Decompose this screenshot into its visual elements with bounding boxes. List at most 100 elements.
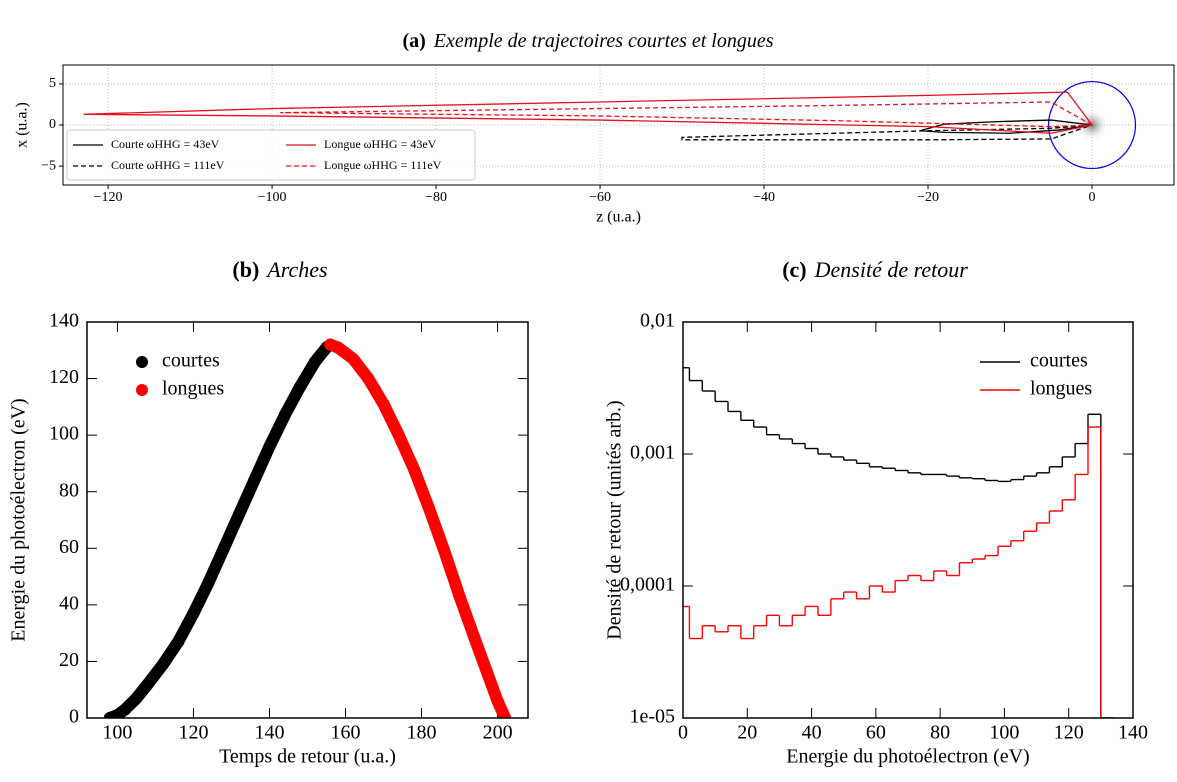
point [233, 508, 246, 521]
x-tick-label: 60 [866, 722, 886, 744]
y-tick-label: 120 [49, 366, 79, 388]
point [309, 355, 322, 368]
x-axis-label: z (u.a.) [596, 209, 641, 226]
point [392, 429, 405, 442]
y-tick-label: 1e-05 [629, 706, 675, 728]
x-axis-label: Energie du photoélectron (eV) [786, 746, 1029, 768]
point [480, 663, 493, 676]
point [377, 398, 390, 411]
x-tick-label: 120 [1054, 722, 1084, 744]
point [263, 440, 276, 453]
point [278, 409, 291, 422]
x-tick-label: 140 [254, 722, 284, 744]
x-tick-label: −80 [425, 190, 447, 205]
y-tick-label: 5 [49, 76, 56, 91]
point [157, 658, 170, 671]
y-tick-label: −5 [41, 158, 56, 173]
legend-label: Courte ωHHG = 43eV [111, 137, 220, 151]
point-band [103, 338, 337, 718]
legend-box [66, 129, 476, 181]
x-tick-label: 0 [1089, 190, 1096, 205]
panel-title: (b) Arches [232, 257, 327, 282]
point [217, 542, 230, 555]
point [347, 352, 360, 365]
panel-label: (a) [402, 30, 425, 52]
plot-area [103, 338, 512, 718]
panel: (c) Densité de retour 0 20 40 60 80 100 120 140 1e… [604, 257, 1148, 768]
point [248, 474, 261, 487]
legend-swatch [136, 356, 148, 368]
point [453, 590, 466, 603]
point [407, 463, 420, 476]
panel-label: (c) [782, 257, 806, 282]
x-axis-label: Temps de retour (u.a.) [219, 746, 396, 768]
axes-frame [62, 64, 1175, 186]
legend-label: Longue ωHHG = 111eV [324, 158, 442, 172]
x-tick-label: 140 [1118, 722, 1148, 744]
point [468, 632, 481, 645]
atom-boundary [1047, 80, 1137, 170]
legend-label: Longue ωHHG = 43eV [324, 137, 437, 151]
legend-swatch [136, 384, 148, 396]
point [362, 372, 375, 385]
x-tick-label: −100 [258, 190, 287, 205]
point [438, 545, 451, 558]
point [331, 341, 344, 354]
point [491, 695, 504, 708]
y-tick-label: 20 [59, 649, 79, 671]
y-tick-label: 60 [59, 536, 79, 558]
plot-area [683, 367, 1114, 718]
x-tick-label: 160 [331, 722, 361, 744]
point [119, 703, 132, 716]
x-tick-label: 120 [178, 722, 208, 744]
panel: (a) Exemple de trajectoires courtes et lo… [14, 30, 1175, 226]
panel-title: (a) Exemple de trajectoires courtes et lo… [402, 30, 773, 52]
x-tick-label: −40 [753, 190, 775, 205]
y-axis-label: x (u.a.) [14, 102, 31, 148]
x-tick-label: 200 [483, 722, 513, 744]
panel-title: (c) Densité de retour [782, 257, 968, 282]
y-axis-label: Densité de retour (unités arb.) [604, 400, 626, 639]
y-tick-label: 0 [49, 117, 56, 132]
y-tick-label: 0 [69, 706, 79, 728]
trajectory [681, 124, 1093, 141]
axes-frame [86, 321, 529, 719]
point [202, 576, 215, 589]
y-axis-label: Energie du photoélectron (eV) [8, 398, 30, 641]
legend-label: courtes [1030, 350, 1088, 372]
point [130, 692, 143, 705]
x-tick-label: 180 [407, 722, 437, 744]
x-tick-label: −60 [589, 190, 611, 205]
point [172, 635, 185, 648]
panel-label: (b) [232, 257, 259, 282]
x-tick-label: −120 [94, 190, 123, 205]
y-tick-label: 140 [49, 310, 79, 332]
legend-label: Courte ωHHG = 111eV [111, 158, 225, 172]
y-tick-label: 80 [59, 479, 79, 501]
x-tick-label: 40 [802, 722, 822, 744]
trajectory [280, 101, 1093, 128]
point [499, 712, 512, 718]
axes-frame [682, 321, 1134, 719]
point [423, 502, 436, 515]
point [141, 678, 154, 691]
y-tick-label: 0,01 [640, 310, 675, 332]
legend-label: longues [162, 378, 224, 400]
y-tick-label: 100 [49, 423, 79, 445]
point-band [324, 338, 512, 718]
x-tick-label: −20 [917, 190, 939, 205]
trajectory [83, 91, 1093, 134]
x-tick-label: 0 [678, 722, 688, 744]
x-tick-label: 100 [102, 722, 132, 744]
panel-title-text: Exemple de trajectoires courtes et longu… [433, 30, 774, 52]
point [187, 607, 200, 620]
y-tick-label: 0,001 [630, 442, 675, 464]
x-tick-label: 80 [930, 722, 950, 744]
point [293, 381, 306, 394]
y-tick-label: 0,0001 [620, 574, 675, 596]
panel-title-text: Densité de retour [814, 257, 969, 282]
panel: (b) Arches 100 120 140 160 180 200 0 20 40 60 80 100 1… [8, 257, 529, 768]
legend-label: courtes [162, 350, 220, 372]
panel-title-text: Arches [265, 257, 327, 282]
